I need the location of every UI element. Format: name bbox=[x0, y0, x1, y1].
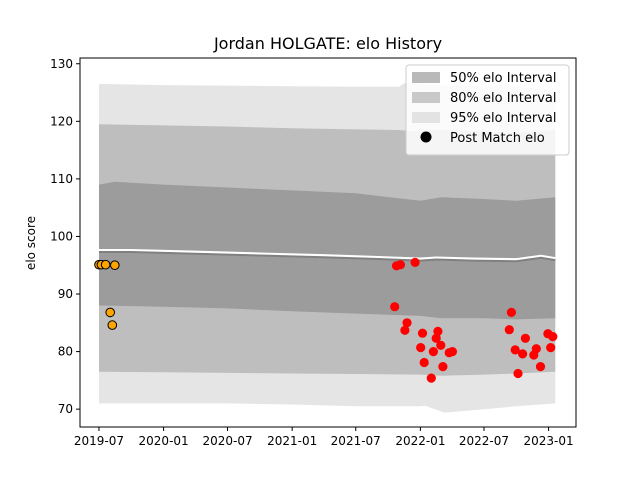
data-point bbox=[506, 307, 517, 318]
x-tick-label: 2022-01 bbox=[395, 434, 445, 448]
y-axis-label: elo score bbox=[24, 216, 38, 270]
band-50-elo-interval bbox=[99, 181, 556, 320]
data-point bbox=[395, 260, 406, 270]
legend-swatch bbox=[412, 92, 440, 103]
legend-label: 95% elo Interval bbox=[450, 111, 557, 126]
mean-line bbox=[99, 251, 556, 263]
data-point bbox=[546, 343, 556, 353]
y-tick-label: 100 bbox=[50, 229, 73, 243]
x-tick-label: 2023-01 bbox=[524, 434, 574, 448]
data-point bbox=[438, 362, 448, 372]
data-point bbox=[504, 325, 514, 335]
x-tick-label: 2020-01 bbox=[139, 434, 189, 448]
data-point bbox=[416, 343, 426, 353]
data-point bbox=[447, 347, 458, 357]
mean-line-highlight bbox=[99, 248, 556, 261]
legend-swatch bbox=[412, 112, 440, 123]
x-tick-label: 2022-07 bbox=[459, 434, 509, 448]
data-point bbox=[107, 320, 118, 330]
axes: 70 80 90 100 110 120 130 2019-07 2020-01 2020-07 2… bbox=[50, 57, 577, 448]
data-point bbox=[105, 307, 115, 318]
data-point bbox=[531, 344, 541, 354]
y-tick-label: 110 bbox=[50, 172, 73, 186]
data-point bbox=[517, 349, 528, 359]
data-point bbox=[520, 333, 531, 343]
legend-marker bbox=[420, 131, 432, 143]
x-tick-label: 2020-07 bbox=[202, 434, 252, 448]
data-point bbox=[535, 362, 546, 372]
chart-title: Jordan HOLGATE: elo History bbox=[213, 34, 442, 53]
legend-label: Post Match elo bbox=[450, 131, 545, 146]
legend-label: 50% elo Interval bbox=[450, 71, 557, 86]
data-point bbox=[510, 345, 520, 355]
y-tick-label: 130 bbox=[50, 57, 73, 71]
data-point bbox=[513, 368, 523, 379]
legend-box bbox=[405, 64, 570, 156]
data-point bbox=[390, 302, 400, 312]
legend: 50% elo Interval 80% elo Interval 95% elo … bbox=[405, 64, 570, 156]
y-tick-label: 80 bbox=[58, 345, 73, 359]
data-point bbox=[433, 326, 443, 337]
post-match-points bbox=[94, 257, 558, 383]
x-tick-label: 2021-01 bbox=[267, 434, 317, 448]
data-point bbox=[426, 373, 436, 383]
x-tick-label: 2019-07 bbox=[74, 434, 124, 448]
mean-elo-line bbox=[99, 248, 556, 263]
plot-frame bbox=[79, 57, 577, 428]
y-tick-label: 120 bbox=[50, 114, 73, 128]
data-point bbox=[428, 347, 439, 357]
x-tick-label: 2021-07 bbox=[331, 434, 381, 448]
y-tick-label: 90 bbox=[58, 287, 73, 301]
data-point bbox=[402, 318, 412, 328]
data-point bbox=[110, 260, 120, 271]
data-point bbox=[419, 357, 429, 368]
data-point bbox=[100, 259, 111, 270]
legend-swatch bbox=[412, 72, 440, 83]
data-point bbox=[436, 340, 446, 350]
y-tick-label: 70 bbox=[58, 402, 73, 416]
legend-label: 80% elo Interval bbox=[450, 91, 557, 106]
data-point bbox=[548, 332, 558, 342]
data-point bbox=[417, 328, 428, 338]
data-point bbox=[410, 257, 420, 268]
